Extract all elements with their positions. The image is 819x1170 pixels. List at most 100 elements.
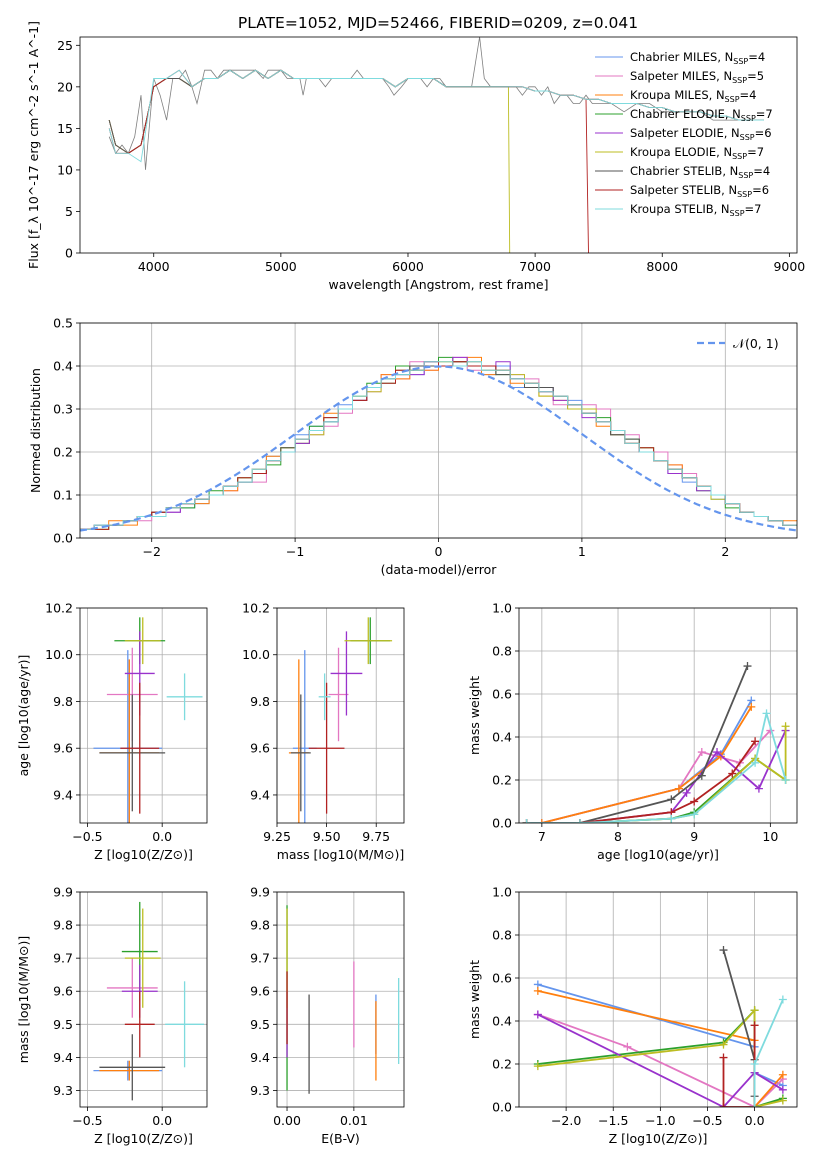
weight-marker-kroupa-stelib [690,810,699,819]
y-tick-label: 10.0 [242,647,270,662]
residuals-panel: −2 −1 0 1 2 0.0 0.1 0.2 0.3 0.4 0.5 (data-model)/er… [28,316,798,577]
weight-marker-salpeter-elodie [713,748,722,757]
legend-count: =7 [747,145,764,159]
y-tick-label: 10.2 [45,601,73,616]
x-tick-label: −0.5 [692,1113,722,1128]
weight-marker-salpeter-elodie [754,784,763,793]
plot-area [108,37,764,253]
y-tick-label: 10 [57,162,73,177]
age-vs-mass-panel: 9.25 9.50 9.75 9.4 9.6 9.8 10.0 10.2 mass [log10… [242,601,405,862]
series-line-kroupa-stelib [108,69,764,163]
y-axis-label: Flux [f_λ 10^-17 erg cm^-2 s^-1 A^-1] [26,21,41,269]
weight-marker-kroupa-stelib [522,819,531,823]
plot-area [93,617,203,823]
x-tick-label: 9.50 [313,829,341,844]
y-tick-label: 1.0 [492,601,512,616]
y-tick-label: 0.4 [53,359,73,374]
legend-label-chabrier-miles: Chabrier MILES, NSSP=4 [630,50,765,66]
y-tick-label: 9.4 [53,787,73,802]
legend-label-salpeter-stelib: Salpeter STELIB, NSSP=6 [630,183,769,199]
x-axis-label: wavelength [Angstrom, rest frame] [328,277,548,292]
weight-marker-kroupa-elodie [533,1062,542,1071]
weight-marker-salpeter-stelib [719,1103,728,1107]
y-tick-label: 0.6 [492,971,512,986]
y-tick-label: 9.3 [250,1083,270,1098]
y-tick-label: 9.4 [250,1050,270,1065]
weights-vs-metallicity-panel: −2.0 −1.5 −1.0 −0.5 0.0 0.0 0.2 0.4 0.6 0.8 1.0 Z [… [467,885,798,1146]
y-tick-label: 0.2 [53,445,73,460]
axes-frame [79,607,208,824]
weight-marker-chabrier-stelib [719,946,728,955]
y-tick-label: 0.0 [492,816,512,831]
weight-marker-salpeter-miles [623,1042,632,1051]
y-tick-label: 0.3 [53,402,73,417]
plot-area [533,946,787,1107]
observed-spectrum-line [108,37,764,170]
weights-vs-age-panel: 7 8 9 10 0.0 0.2 0.4 0.6 0.8 1.0 age [log10(age/yr… [467,601,798,862]
x-tick-label: 7000 [519,259,551,274]
y-tick-label: 9.4 [53,1050,73,1065]
y-tick-label: 0.8 [492,644,512,659]
legend-label-chabrier-elodie: Chabrier ELODIE, NSSP=7 [630,107,773,123]
weight-marker-salpeter-elodie [778,1085,787,1094]
x-tick-label: 0.0 [745,1113,765,1128]
weight-marker-chabrier-stelib [743,662,752,671]
legend-count: =6 [752,183,769,197]
mass-vs-extinction-panel: 0.00 0.01 9.3 9.4 9.5 9.6 9.7 9.8 9.9 E(B-V) [250,885,405,1146]
legend-label-salpeter-miles: Salpeter MILES, NSSP=5 [630,69,764,85]
spectrum-panel: 4000 5000 6000 7000 8000 9000 0 5 10 15 20 25 wavele… [26,21,805,292]
x-tick-label: 0.01 [340,1113,368,1128]
y-tick-label: 9.5 [250,1017,270,1032]
y-axis-label: age [log10(age/yr)] [16,655,31,777]
axes-frame [276,607,405,824]
x-tick-label: 9 [690,829,698,844]
axes-frame [518,891,798,1108]
mass-vs-metallicity-panel: −0.5 0.0 9.3 9.4 9.5 9.6 9.7 9.8 9.9 Z [log10(Z/Z… [16,885,208,1146]
x-axis-label: Z [log10(Z/Z⊙)] [94,847,193,862]
legend-count: =7 [756,107,773,121]
weight-marker-salpeter-elodie [533,1010,542,1019]
legend-label-kroupa-elodie: Kroupa ELODIE, NSSP=7 [630,145,764,161]
legend-count: =5 [747,69,764,83]
x-axis-label: Z [log10(Z/Z⊙)] [609,1131,708,1146]
plot-area [288,617,393,823]
weight-marker-salpeter-stelib [690,797,699,806]
weight-line-salpeter-miles [526,729,771,823]
x-tick-label: 9.75 [362,829,390,844]
x-tick-label: 8000 [646,259,678,274]
plot-area [80,356,797,532]
weight-marker-chabrier-stelib [667,795,676,804]
axes-frame [79,891,208,1108]
y-tick-label: 9.8 [250,918,270,933]
y-tick-label: 0.4 [492,730,512,745]
weight-marker-kroupa-elodie [781,722,790,731]
axes-frame [276,891,405,1108]
x-tick-label: 9.25 [263,829,291,844]
y-tick-label: 15 [57,121,73,136]
x-tick-label: 0 [435,544,443,559]
weight-marker-kroupa-elodie [719,1040,728,1049]
legend-label-chabrier-stelib: Chabrier STELIB, NSSP=4 [630,164,770,180]
weight-marker-kroupa-stelib [750,1060,759,1068]
x-tick-label: 5000 [265,259,297,274]
legend-subscript: SSP [733,57,748,66]
weight-marker-kroupa-stelib [781,776,790,784]
plot-area [522,662,790,823]
legend-label-normal: 𝒩(0, 1) [733,336,779,351]
x-tick-label: 0.00 [273,1113,301,1128]
weight-marker-kroupa-miles [533,986,542,995]
plot-area [286,905,400,1094]
weight-marker-salpeter-stelib [719,1053,728,1062]
y-tick-label: 9.9 [250,885,270,900]
y-tick-label: 0.8 [492,928,512,943]
y-tick-label: 9.8 [250,694,270,709]
axes-frame [79,322,798,539]
histogram-kroupa-stelib [80,361,797,530]
legend-subscript: SSP [725,95,740,104]
x-tick-label: −0.5 [72,1113,102,1128]
y-axis-label: mass weight [467,676,482,755]
x-tick-label: 1 [578,544,586,559]
weight-marker-salpeter-elodie [682,788,691,797]
legend-count: =4 [740,88,757,102]
